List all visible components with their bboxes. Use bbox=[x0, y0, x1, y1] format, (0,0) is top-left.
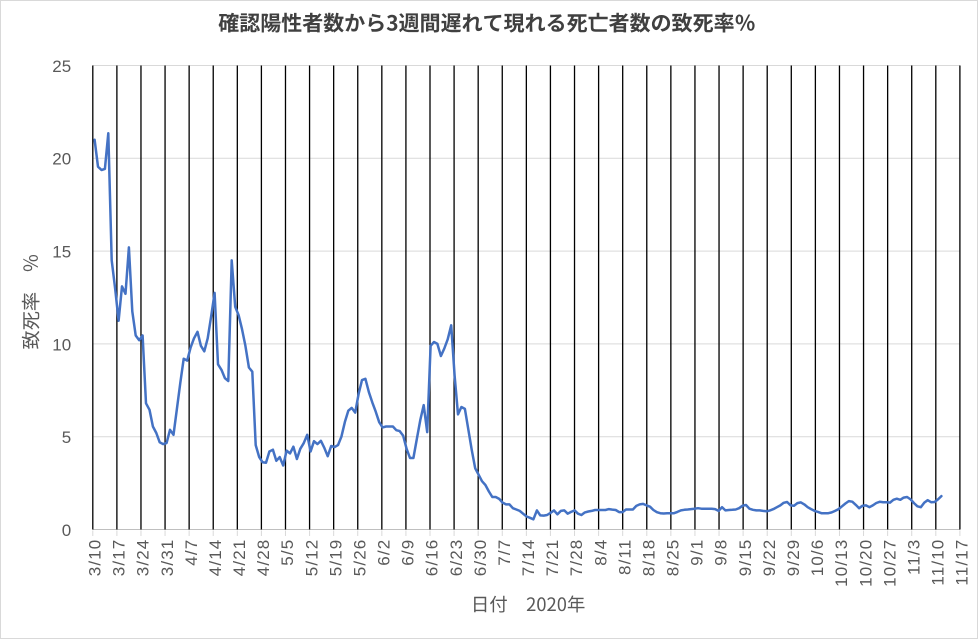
svg-text:6/9: 6/9 bbox=[399, 539, 418, 566]
svg-text:7/7: 7/7 bbox=[495, 539, 514, 566]
svg-text:6/2: 6/2 bbox=[375, 539, 394, 566]
svg-text:4/14: 4/14 bbox=[206, 539, 225, 577]
svg-text:8/18: 8/18 bbox=[639, 539, 658, 577]
svg-text:11/17: 11/17 bbox=[953, 539, 972, 586]
svg-text:11/3: 11/3 bbox=[904, 539, 923, 575]
svg-text:5/12: 5/12 bbox=[302, 539, 321, 577]
svg-text:10/20: 10/20 bbox=[856, 539, 875, 587]
svg-text:6/30: 6/30 bbox=[471, 539, 490, 577]
svg-text:10/27: 10/27 bbox=[880, 539, 899, 587]
svg-text:5: 5 bbox=[62, 428, 71, 447]
svg-text:9/1: 9/1 bbox=[688, 539, 707, 566]
svg-text:6/23: 6/23 bbox=[447, 539, 466, 577]
svg-text:9/15: 9/15 bbox=[736, 539, 755, 577]
svg-text:8/25: 8/25 bbox=[664, 539, 683, 577]
svg-text:0: 0 bbox=[62, 521, 71, 540]
svg-text:25: 25 bbox=[52, 57, 71, 76]
svg-text:7/21: 7/21 bbox=[543, 539, 562, 577]
svg-text:15: 15 bbox=[52, 243, 71, 262]
svg-text:3/17: 3/17 bbox=[110, 539, 129, 577]
svg-text:10/6: 10/6 bbox=[808, 539, 827, 577]
svg-text:9/29: 9/29 bbox=[784, 539, 803, 577]
svg-text:10/13: 10/13 bbox=[832, 539, 851, 587]
svg-text:5/19: 5/19 bbox=[326, 539, 345, 577]
svg-text:4/7: 4/7 bbox=[182, 539, 201, 566]
svg-text:5/26: 5/26 bbox=[350, 539, 369, 577]
svg-text:10: 10 bbox=[52, 335, 71, 354]
svg-text:9/8: 9/8 bbox=[712, 539, 731, 566]
svg-text:8/4: 8/4 bbox=[591, 539, 610, 566]
svg-text:3/31: 3/31 bbox=[158, 539, 177, 577]
svg-text:9/22: 9/22 bbox=[760, 539, 779, 577]
svg-text:11/10: 11/10 bbox=[929, 539, 948, 586]
svg-text:8/11: 8/11 bbox=[615, 539, 634, 575]
svg-text:3/24: 3/24 bbox=[134, 539, 153, 577]
svg-text:4/28: 4/28 bbox=[254, 539, 273, 577]
svg-text:7/14: 7/14 bbox=[519, 539, 538, 577]
svg-text:6/16: 6/16 bbox=[423, 539, 442, 577]
svg-text:3/10: 3/10 bbox=[86, 539, 105, 577]
svg-text:7/28: 7/28 bbox=[567, 539, 586, 577]
svg-text:5/5: 5/5 bbox=[278, 539, 297, 566]
svg-text:20: 20 bbox=[52, 150, 71, 169]
svg-text:4/21: 4/21 bbox=[230, 539, 249, 577]
